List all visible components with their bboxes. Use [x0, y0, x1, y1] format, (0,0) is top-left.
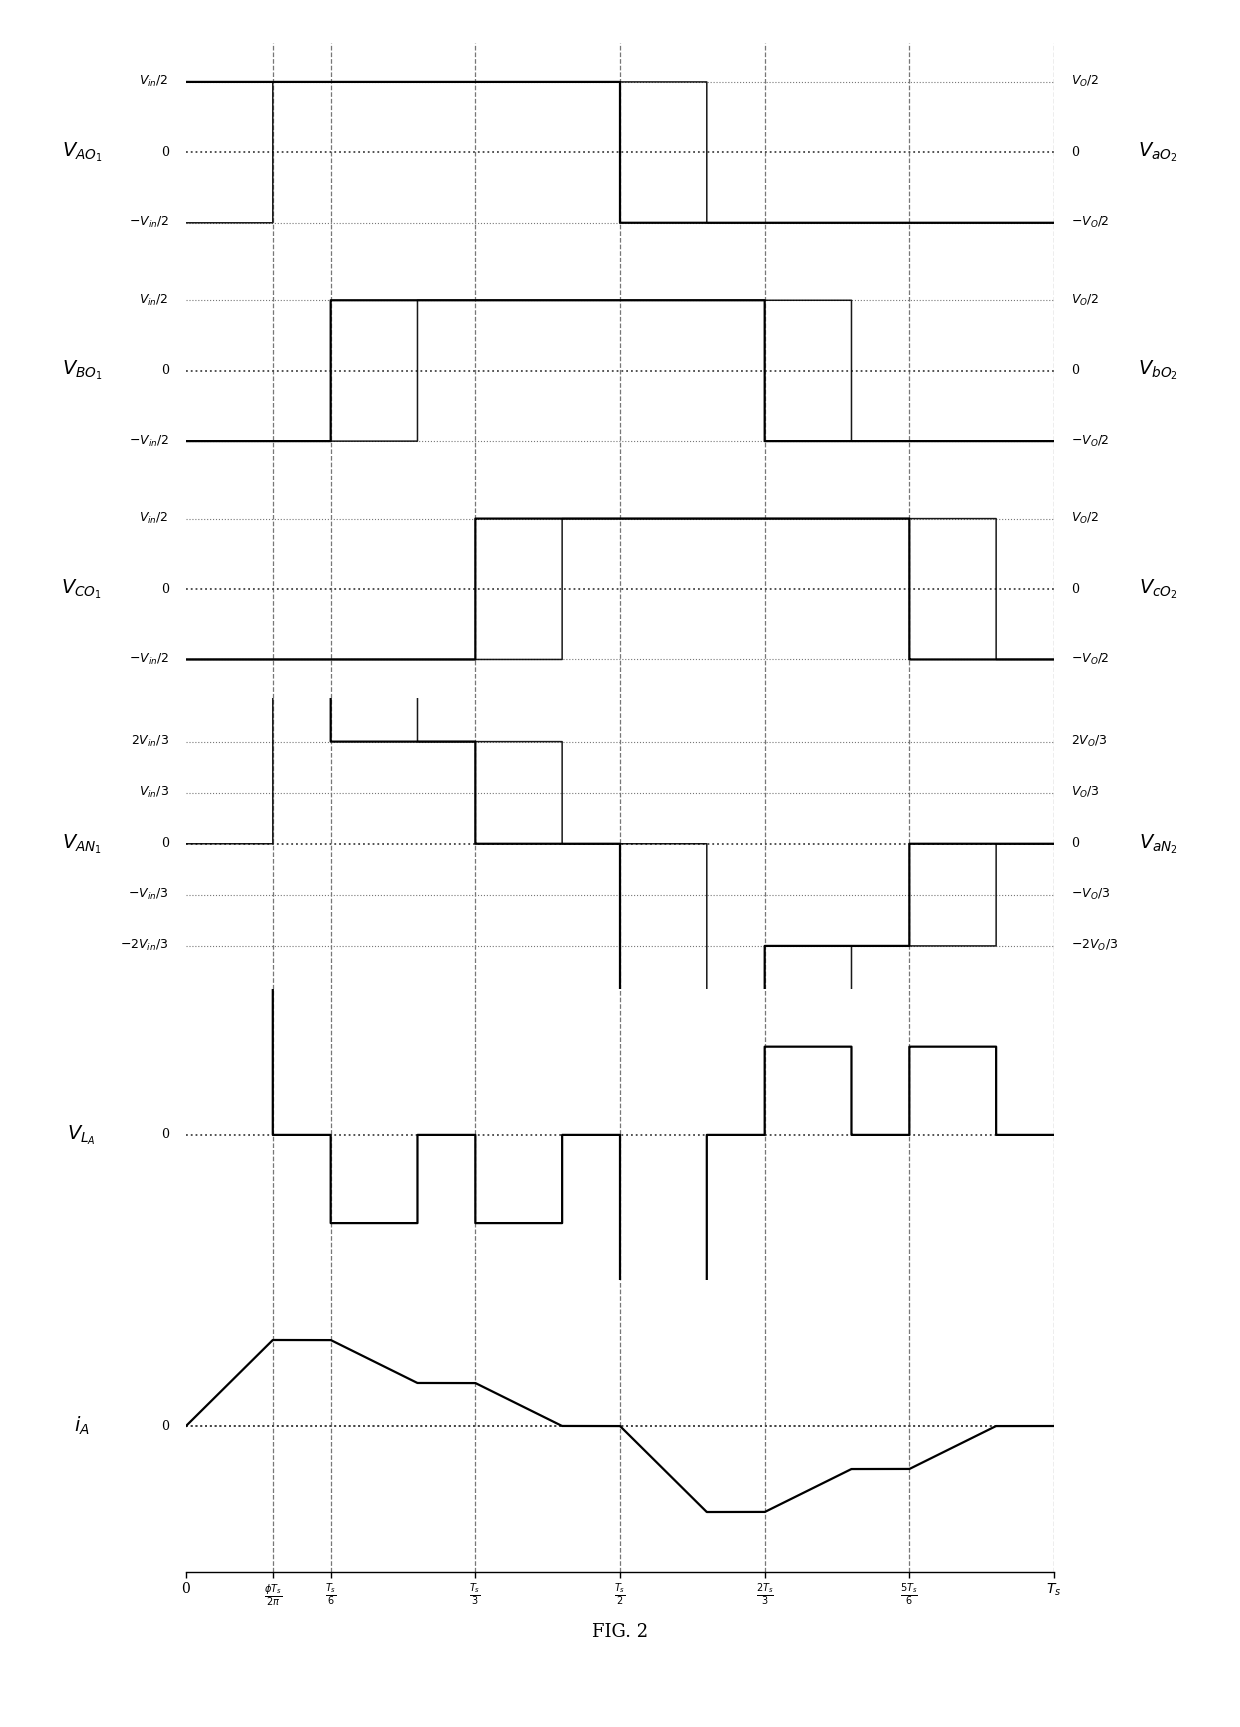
- Text: FIG. 2: FIG. 2: [591, 1623, 649, 1641]
- Text: 0: 0: [161, 838, 169, 850]
- Text: $-2V_{in}/3$: $-2V_{in}/3$: [120, 938, 169, 953]
- Text: $-V_O/2$: $-V_O/2$: [1071, 216, 1110, 230]
- Text: 0: 0: [1071, 838, 1079, 850]
- Text: $V_{BO_1}$: $V_{BO_1}$: [62, 359, 102, 382]
- Text: 0: 0: [1071, 582, 1079, 596]
- Text: $2V_O/3$: $2V_O/3$: [1071, 734, 1109, 750]
- Text: $-V_{in}/3$: $-V_{in}/3$: [128, 888, 169, 903]
- Text: $V_{in}/2$: $V_{in}/2$: [139, 292, 169, 307]
- Text: $2V_{in}/3$: $2V_{in}/3$: [130, 734, 169, 750]
- Text: $-V_O/2$: $-V_O/2$: [1071, 651, 1110, 667]
- Text: 0: 0: [161, 145, 169, 159]
- Text: $V_{aO_2}$: $V_{aO_2}$: [1138, 140, 1178, 164]
- Text: $-V_O/2$: $-V_O/2$: [1071, 433, 1110, 449]
- Text: $V_{in}/2$: $V_{in}/2$: [139, 511, 169, 527]
- Text: $-2V_O/3$: $-2V_O/3$: [1071, 938, 1118, 953]
- Text: $V_{CO_1}$: $V_{CO_1}$: [62, 577, 102, 601]
- Text: 0: 0: [161, 582, 169, 596]
- Text: $V_{AN_1}$: $V_{AN_1}$: [62, 832, 102, 855]
- Text: $V_O/2$: $V_O/2$: [1071, 74, 1100, 90]
- Text: $V_{aN_2}$: $V_{aN_2}$: [1138, 832, 1178, 855]
- Text: $V_{AO_1}$: $V_{AO_1}$: [62, 140, 102, 164]
- Text: $-V_{in}/2$: $-V_{in}/2$: [129, 433, 169, 449]
- Text: $V_{in}/2$: $V_{in}/2$: [139, 74, 169, 90]
- Text: 0: 0: [1071, 145, 1079, 159]
- Text: 0: 0: [161, 1128, 169, 1142]
- Text: $V_{in}/3$: $V_{in}/3$: [139, 786, 169, 800]
- Text: $-V_O/3$: $-V_O/3$: [1071, 888, 1111, 903]
- Text: $V_{cO_2}$: $V_{cO_2}$: [1138, 577, 1178, 601]
- Text: $i_A$: $i_A$: [74, 1414, 89, 1437]
- Text: $-V_{in}/2$: $-V_{in}/2$: [129, 216, 169, 230]
- Text: 0: 0: [161, 1420, 169, 1432]
- Text: $V_{bO_2}$: $V_{bO_2}$: [1138, 359, 1178, 382]
- Text: $V_O/2$: $V_O/2$: [1071, 292, 1100, 307]
- Text: $V_O/2$: $V_O/2$: [1071, 511, 1100, 527]
- Text: $V_{L_A}$: $V_{L_A}$: [67, 1123, 97, 1147]
- Text: 0: 0: [161, 364, 169, 376]
- Text: $V_O/3$: $V_O/3$: [1071, 786, 1100, 800]
- Text: $-V_{in}/2$: $-V_{in}/2$: [129, 651, 169, 667]
- Text: 0: 0: [1071, 364, 1079, 376]
